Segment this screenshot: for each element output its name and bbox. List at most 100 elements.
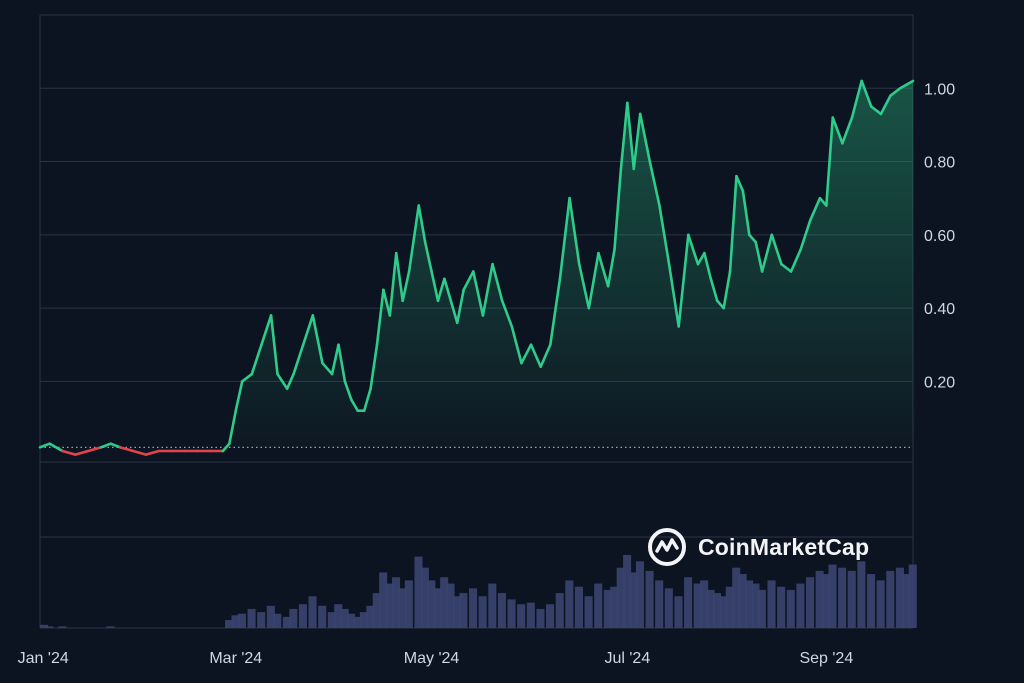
volume-bar	[693, 583, 702, 628]
price-line-segment	[558, 196, 571, 281]
price-line-segment	[748, 233, 758, 244]
price-line-segment	[658, 204, 671, 266]
price-line-segment	[276, 372, 289, 391]
price-line-segment	[510, 325, 523, 365]
volume-bar	[664, 588, 673, 628]
price-line-segment	[86, 446, 103, 453]
volume-bar	[289, 608, 298, 628]
price-line-segment	[529, 343, 542, 369]
price-line-segment	[687, 233, 700, 266]
volume-bar	[635, 561, 644, 628]
volume-bar	[45, 626, 54, 628]
volume-bar	[414, 556, 423, 628]
price-line-segment	[780, 262, 793, 273]
price-line-segment	[703, 251, 713, 281]
volume-bar	[751, 583, 760, 628]
volume-bar	[674, 596, 683, 628]
price-line-segment	[61, 449, 77, 456]
price-line-segment	[760, 233, 774, 273]
volume-bar	[327, 612, 336, 628]
price-line-segment	[491, 262, 504, 303]
price-line-segment	[260, 314, 273, 347]
price-line-segment	[321, 361, 334, 376]
volume-bar	[700, 580, 709, 628]
price-line-segment	[587, 251, 600, 310]
x-tick-label: Jan '24	[18, 650, 69, 667]
volume-bar	[745, 580, 754, 628]
price-line-segment	[619, 101, 629, 171]
volume-bar	[58, 626, 67, 628]
price-line-segment	[388, 251, 398, 317]
price-line-segment	[301, 314, 315, 347]
volume-bar	[536, 608, 545, 628]
volume-bar	[565, 580, 574, 628]
x-tick-label: May '24	[404, 650, 460, 667]
price-line-segment	[292, 343, 305, 376]
volume-bar	[308, 596, 317, 628]
volume-bar	[497, 593, 506, 628]
volume-bar	[282, 616, 291, 628]
y-tick-label: 0.40	[924, 301, 955, 318]
price-line-segment	[234, 380, 244, 413]
price-line-segment	[539, 343, 552, 369]
price-line-segment	[311, 314, 324, 365]
volume-bar	[247, 608, 256, 628]
x-tick-label: Jul '24	[604, 650, 650, 667]
volume-bar	[340, 608, 349, 628]
volume-bar	[433, 588, 442, 628]
price-line-segment	[850, 79, 863, 119]
price-line-segment	[430, 270, 440, 303]
price-line-segment	[741, 189, 751, 237]
price-line-segment	[869, 105, 883, 116]
volume-bar	[257, 612, 266, 628]
price-line-segment	[549, 277, 562, 347]
volume-bar	[838, 567, 847, 628]
price-line-segment	[520, 343, 533, 365]
volume-bar	[379, 572, 388, 628]
volume-bar	[478, 596, 487, 628]
volume-bar	[822, 574, 831, 628]
volume-bar	[767, 580, 776, 628]
price-line-segment	[889, 86, 902, 97]
price-line-segment	[841, 116, 854, 145]
price-line-segment	[481, 262, 494, 317]
price-line-segment	[449, 299, 459, 325]
price-line-segment	[443, 277, 453, 303]
volume-bar	[777, 586, 786, 628]
x-tick-label: Sep '24	[799, 650, 853, 667]
price-line-segment	[369, 343, 379, 391]
coinmarketcap-watermark: CoinMarketCap	[646, 526, 869, 568]
price-line-segment	[423, 240, 433, 273]
volume-bar	[546, 604, 555, 628]
price-line-segment	[131, 449, 148, 456]
y-tick-label: 0.20	[924, 374, 955, 391]
price-line-segment	[471, 270, 485, 317]
price-line-segment	[735, 174, 745, 193]
price-line-segment	[500, 299, 514, 328]
price-line-segment	[799, 218, 812, 251]
volume-bar	[616, 567, 625, 628]
volume-bar	[706, 589, 715, 628]
volume-bar	[488, 583, 497, 628]
price-line-segment	[401, 270, 411, 303]
price-line-segment	[613, 167, 623, 251]
price-line-segment	[455, 288, 465, 325]
volume-bar	[106, 626, 115, 628]
price-line-segment	[221, 442, 231, 453]
volume-bar	[353, 616, 362, 628]
price-line-segment	[597, 251, 610, 288]
volume-bar	[469, 588, 478, 628]
volume-bar	[298, 604, 307, 628]
volume-bar	[427, 580, 436, 628]
price-line-segment	[577, 262, 591, 310]
price-line-segment	[436, 277, 446, 303]
price-line-segment	[667, 262, 681, 328]
volume-bar	[857, 561, 866, 628]
y-tick-label: 1.00	[924, 81, 955, 98]
volume-bar	[645, 570, 654, 628]
volume-bar	[757, 589, 766, 628]
volume-bar	[231, 615, 240, 628]
volume-bar	[796, 583, 805, 628]
volume-bar	[366, 605, 375, 628]
